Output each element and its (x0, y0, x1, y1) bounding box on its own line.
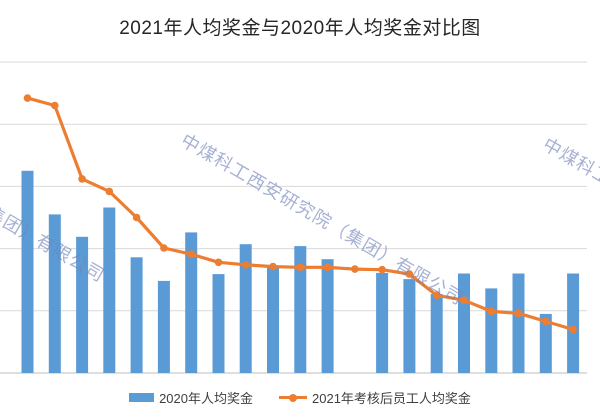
bar-2020 (321, 259, 334, 373)
line-marker-icon (542, 317, 550, 326)
line-marker-icon (214, 258, 223, 267)
legend-bar-swatch-icon (129, 393, 155, 402)
bar-2020 (130, 257, 143, 373)
line-marker-icon (296, 263, 305, 272)
line-marker-icon (323, 263, 332, 272)
line-marker-icon (132, 213, 141, 222)
bar-2020 (294, 246, 307, 373)
legend-line-marker-icon (289, 393, 297, 402)
bar-2020 (185, 232, 198, 373)
line-marker-icon (460, 296, 468, 305)
bar-2020 (539, 313, 552, 373)
legend-line-label: 2021年考核后员工人均奖金 (312, 391, 471, 406)
bar-2020 (567, 273, 580, 373)
chart-title: 2021年人均奖金与2020年人均奖金对比图 (119, 18, 481, 39)
bar-2020 (485, 288, 498, 373)
bar-2020 (267, 266, 279, 373)
line-marker-icon (105, 187, 114, 196)
bar-2020 (157, 280, 170, 373)
line-marker-icon (514, 309, 523, 318)
bar-2020 (48, 214, 61, 373)
line-marker-icon (378, 265, 386, 274)
bar-2020 (103, 207, 116, 373)
bar-2020 (458, 273, 470, 373)
legend-line-swatch-icon (279, 393, 307, 402)
bar-2020 (76, 236, 89, 373)
line-marker-icon (569, 325, 577, 334)
bar-2020 (239, 244, 252, 373)
line-marker-icon (51, 101, 59, 110)
line-marker-icon (78, 175, 86, 183)
bar-2020 (430, 294, 443, 373)
line-marker-icon (487, 307, 496, 316)
legend-bar-label: 2020年人均奖金 (159, 391, 253, 406)
line-marker-icon (351, 265, 359, 273)
bar-2020 (512, 273, 525, 373)
legend: 2020年人均奖金 2021年考核后员工人均奖金 (0, 388, 600, 407)
bar-2020 (403, 279, 416, 373)
bar-2020 (376, 272, 389, 373)
line-marker-icon (187, 250, 195, 258)
bar-2020 (212, 274, 225, 373)
legend-item-2020-bar: 2020年人均奖金 (129, 388, 253, 407)
line-marker-icon (241, 261, 250, 269)
line-marker-icon (405, 270, 414, 278)
bar-2020 (21, 170, 34, 373)
line-marker-icon (23, 94, 32, 102)
line-marker-icon (160, 244, 168, 252)
line-marker-icon (269, 262, 277, 271)
line-marker-icon (432, 291, 441, 300)
legend-item-2021-line: 2021年考核后员工人均奖金 (279, 388, 471, 407)
